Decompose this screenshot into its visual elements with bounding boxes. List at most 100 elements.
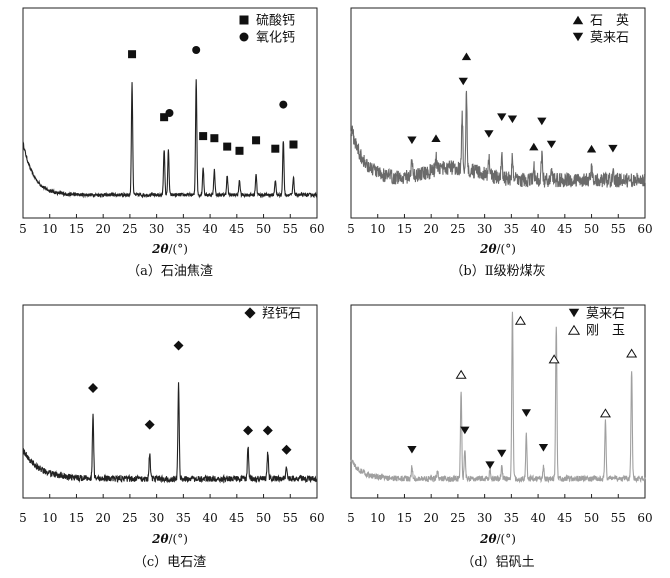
phase-marker-diamond [173, 340, 184, 351]
legend-symbol-triangle-down [572, 32, 584, 42]
phase-marker-circle [165, 109, 174, 117]
x-tick-label: 40 [530, 511, 545, 525]
x-tick-label: 20 [96, 222, 111, 236]
phase-marker-triangle-down [537, 117, 547, 126]
x-axis-label: 2θ/(°) [479, 532, 516, 546]
phase-marker-triangle-down [460, 426, 470, 435]
x-tick-label: 15 [69, 222, 84, 236]
x-tick-label: 35 [504, 511, 519, 525]
phase-marker-square [160, 113, 169, 122]
phase-marker-triangle-up [586, 144, 597, 153]
x-tick-label: 35 [176, 511, 191, 525]
chart-panel-b: 5 10 15 20 25 30 35 40 45 50 55 60 2θ/(°) （b）Ⅱ级粉煤灰 石 英… [347, 7, 653, 279]
phase-marker-square [223, 142, 232, 151]
phase-marker-triangle-down [407, 445, 417, 454]
x-axis-label: 2θ/(°) [151, 242, 188, 256]
x-tick-label: 5 [19, 222, 27, 236]
plot-frame [22, 7, 318, 219]
x-tick-label: 15 [69, 511, 84, 525]
legend: 羟钙石 [244, 307, 301, 322]
x-tick-label: 10 [42, 511, 57, 525]
phase-marker-triangle-up-open [599, 408, 611, 418]
phase-marker-square [252, 136, 261, 145]
x-tick-label: 55 [283, 511, 298, 525]
x-tick-label: 40 [202, 222, 217, 236]
phase-marker-triangle-down [546, 140, 557, 149]
phase-marker-triangle-up-open [455, 369, 467, 379]
phase-marker-square [235, 146, 244, 155]
legend-symbol-triangle-down [568, 308, 580, 318]
phase-marker-circle [279, 100, 288, 109]
phase-marker-triangle-up-open [514, 315, 526, 325]
xrd-trace [22, 382, 318, 484]
phase-marker-square [199, 132, 208, 141]
x-tick-label: 50 [256, 222, 271, 236]
x-tick-label: 25 [450, 222, 465, 236]
panel-caption: （d）铝矾土 [461, 555, 534, 570]
phase-marker-diamond [144, 419, 155, 430]
x-tick-label: 15 [397, 222, 412, 236]
phase-marker-triangle-down [458, 77, 468, 86]
x-tick-label: 10 [370, 222, 385, 236]
x-tick-label: 10 [42, 222, 57, 236]
xrd-trace [350, 90, 646, 188]
xrd-trace [22, 79, 318, 199]
x-tick-label: 60 [309, 511, 324, 525]
phase-marker-diamond [243, 425, 254, 436]
phase-marker-triangle-down [507, 115, 518, 124]
phase-marker-triangle-up [431, 134, 441, 142]
x-tick-label: 30 [149, 222, 164, 236]
x-axis-label: 2θ/(°) [479, 242, 516, 256]
x-tick-label: 60 [637, 511, 652, 525]
x-tick-label: 45 [557, 222, 572, 236]
phase-marker-circle [192, 46, 201, 54]
x-tick-label: 45 [229, 511, 244, 525]
x-axis-label: 2θ/(°) [151, 532, 188, 546]
chart-panel-a: 5 10 15 20 25 30 35 40 45 50 55 60 2θ/(°) （a）石油焦渣 硫酸钙氧… [19, 7, 325, 279]
x-tick-label: 25 [122, 222, 137, 236]
legend-symbol-triangle-up [572, 15, 584, 25]
legend-label: 氧化钙 [256, 31, 295, 46]
phase-marker-triangle-down [407, 136, 417, 145]
x-tick-label: 35 [176, 222, 191, 236]
phase-marker-triangle-down [485, 461, 495, 469]
x-tick-label: 35 [504, 222, 519, 236]
phase-marker-square [271, 144, 280, 153]
x-tick-label: 10 [370, 511, 385, 525]
x-tick-label: 15 [397, 511, 412, 525]
x-tick-label: 55 [283, 222, 298, 236]
x-tick-label: 5 [347, 511, 355, 525]
phase-marker-square [210, 134, 219, 143]
x-tick-label: 30 [149, 511, 164, 525]
plot-frame [350, 7, 646, 219]
phase-marker-diamond [281, 444, 292, 455]
x-tick-label: 45 [557, 511, 572, 525]
x-tick-label: 20 [424, 511, 439, 525]
plot-frame [22, 304, 318, 499]
legend-label: 莫来石 [586, 307, 625, 322]
x-tick-label: 60 [309, 222, 324, 236]
legend-label: 莫来石 [590, 31, 629, 46]
phase-marker-square [128, 50, 137, 59]
phase-marker-triangle-down [497, 113, 507, 121]
legend-symbol-triangle-up-open [567, 324, 581, 335]
x-tick-label: 30 [477, 511, 492, 525]
phase-marker-triangle-up-open [548, 354, 560, 364]
chart-panel-c: 5 10 15 20 25 30 35 40 45 50 55 60 2θ/(°) （c）电石渣 羟钙石 [19, 304, 325, 570]
phase-marker-triangle-up [529, 142, 539, 151]
legend-symbol-square [239, 15, 249, 25]
panel-caption: （c）电石渣 [134, 555, 206, 570]
x-tick-label: 55 [611, 222, 626, 236]
phase-marker-triangle-down [497, 449, 507, 458]
legend-label: 刚 玉 [586, 324, 625, 339]
phase-marker-diamond [88, 383, 98, 393]
legend-label: 石 英 [590, 14, 629, 29]
legend-label: 硫酸钙 [256, 14, 295, 29]
legend-label: 羟钙石 [262, 307, 301, 322]
panel-caption: （b）Ⅱ级粉煤灰 [450, 264, 545, 279]
x-tick-label: 20 [424, 222, 439, 236]
phase-marker-triangle-down [484, 130, 494, 138]
